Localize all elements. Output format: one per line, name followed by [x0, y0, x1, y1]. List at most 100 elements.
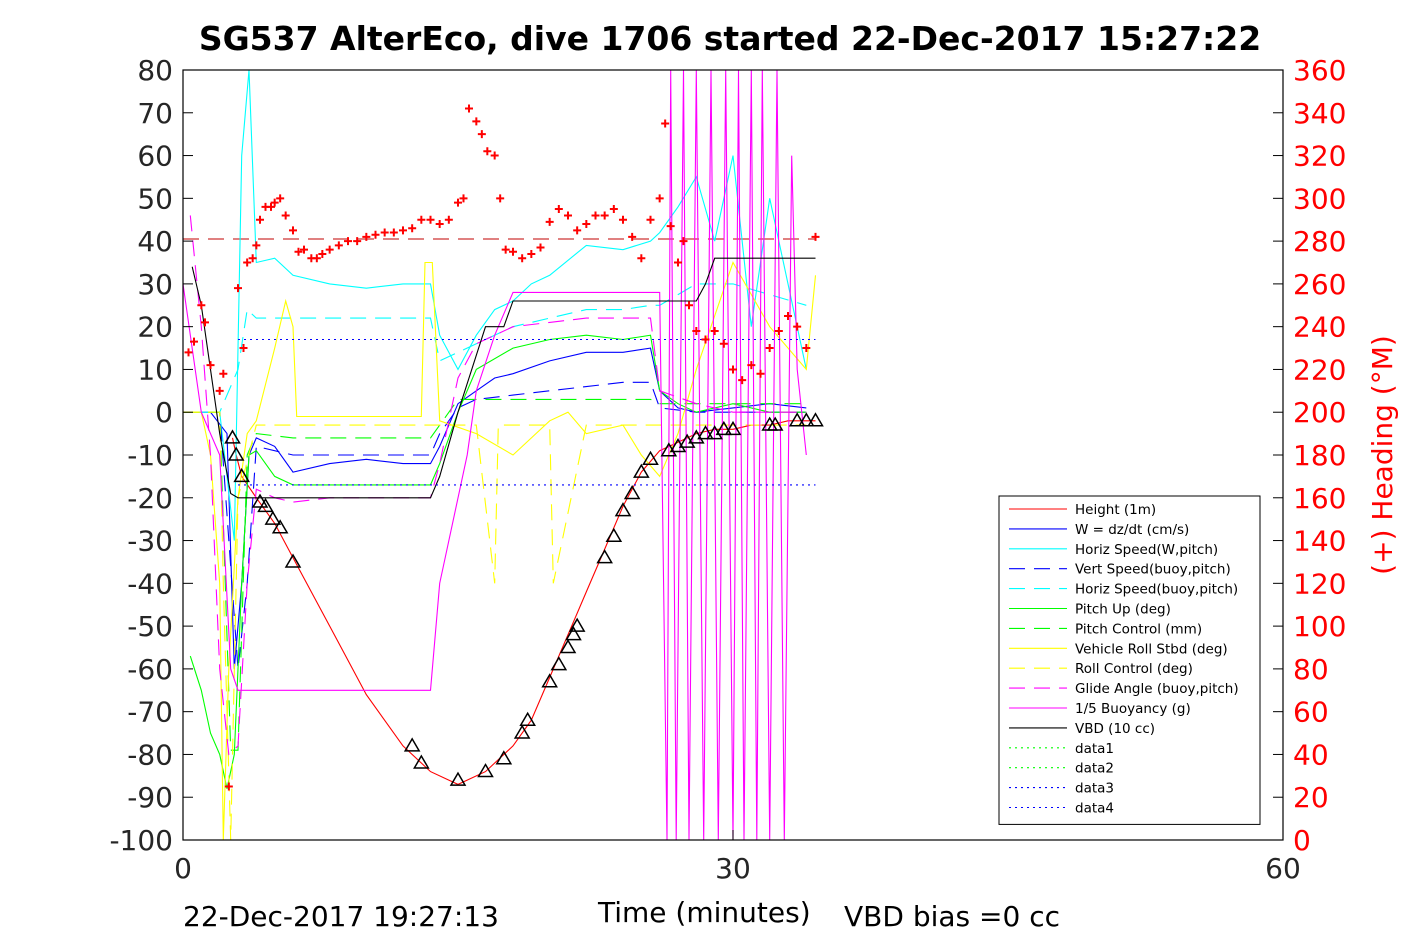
series-line-11 [183, 70, 807, 840]
heading-point [362, 232, 371, 241]
y2-tick-label: 340 [1293, 97, 1346, 130]
y-tick-label: -30 [127, 525, 173, 558]
heading-point [234, 284, 242, 293]
depth-marker [605, 527, 623, 543]
legend-label: Pitch Up (deg) [1075, 602, 1171, 618]
y-tick-label: -70 [127, 696, 173, 729]
depth-marker [257, 497, 274, 513]
heading-point [609, 205, 618, 214]
x-tick-label: 30 [715, 852, 751, 885]
heading-point [276, 194, 285, 203]
y2-tick-label: 300 [1293, 182, 1346, 215]
heading-point [527, 249, 536, 258]
heading-point [248, 254, 257, 263]
x-tick-label: 0 [174, 852, 192, 885]
depth-marker [798, 412, 815, 427]
y2-tick-label: 40 [1293, 738, 1329, 771]
depth-marker [633, 463, 650, 478]
heading-point [774, 326, 783, 335]
legend-label: data1 [1075, 741, 1114, 757]
heading-point [685, 301, 693, 310]
heading-point [692, 326, 701, 335]
heading-point [483, 147, 492, 156]
depth-marker [413, 754, 430, 769]
heading-point [518, 254, 527, 263]
legend-box [998, 495, 1261, 825]
depth-marker [264, 510, 282, 525]
heading-point [325, 245, 334, 254]
heading-point [353, 237, 362, 246]
depth-marker [614, 502, 632, 517]
y-tick-label: -90 [127, 781, 173, 814]
heading-point [719, 339, 728, 348]
heading-point [334, 241, 343, 250]
x-tick-label: 60 [1265, 852, 1301, 885]
marker-layer [184, 104, 824, 791]
heading-point [399, 226, 407, 235]
y2-tick-label: 240 [1293, 311, 1346, 344]
depth-marker [541, 673, 558, 688]
y2-tick-label: 20 [1293, 781, 1329, 814]
heading-point [219, 369, 228, 378]
legend: Height (1m) W = dz/dt (cm/s) Horiz Speed(W… [998, 495, 1261, 825]
heading-point [267, 202, 275, 211]
heading-point [509, 247, 517, 256]
heading-point [294, 247, 303, 256]
heading-point [619, 215, 627, 224]
heading-point [591, 211, 600, 220]
y2-tick-label: 220 [1293, 353, 1346, 386]
x-axis-label: Time (minutes) [597, 896, 811, 929]
depth-marker [449, 771, 467, 786]
legend-label: data4 [1075, 801, 1114, 817]
heading-point [784, 311, 792, 320]
heading-point [270, 198, 279, 207]
heading-point [747, 361, 756, 370]
heading-point [738, 376, 747, 385]
legend-label: Vert Speed(buoy,pitch) [1075, 562, 1231, 578]
depth-marker [233, 467, 250, 483]
heading-point [472, 117, 481, 126]
legend-label: VBD (10 cc) [1075, 721, 1155, 737]
series-line-4 [183, 381, 807, 669]
legend-label: data3 [1075, 781, 1114, 797]
y2-tick-label: 260 [1293, 268, 1346, 301]
y-tick-label: -60 [127, 653, 173, 686]
y-tick-label: 0 [155, 396, 173, 429]
depth-marker [642, 450, 659, 466]
heading-point [573, 226, 582, 235]
heading-point [239, 344, 248, 353]
y2-tick-label: 120 [1293, 567, 1346, 600]
heading-point [300, 245, 308, 254]
heading-point [811, 232, 820, 241]
y-tick-label: 40 [137, 225, 173, 258]
heading-point [666, 222, 675, 231]
legend-label: W = dz/dt (cm/s) [1075, 522, 1189, 538]
y2-tick-label: 140 [1293, 525, 1346, 558]
y2-tick-label: 60 [1293, 696, 1329, 729]
series-line-7 [183, 398, 807, 751]
depth-marker [477, 763, 494, 778]
heading-point [252, 241, 261, 250]
heading-point [371, 230, 380, 239]
depth-marker [227, 446, 245, 461]
heading-point [184, 348, 193, 357]
heading-point [536, 243, 545, 252]
depth-marker [715, 420, 733, 436]
y2-tick-label: 0 [1293, 824, 1311, 857]
heading-point [637, 254, 646, 263]
legend-label: Glide Angle (buoy,pitch) [1075, 681, 1239, 697]
heading-point [465, 104, 473, 113]
depth-marker [724, 420, 742, 436]
heading-point [701, 335, 710, 344]
y-tick-label: -10 [127, 439, 173, 472]
left-axis: 80 70 60 50 40 30 20 10 0 -10 -20 -30 -40 -50 -60 -70 -8… [109, 54, 193, 857]
depth-marker [623, 485, 641, 500]
y2-tick-label: 200 [1293, 396, 1346, 429]
depth-marker [565, 626, 582, 641]
heading-point [793, 322, 802, 331]
legend-label: Horiz Speed(W,pitch) [1075, 542, 1218, 558]
depth-marker [697, 425, 714, 440]
heading-point [501, 245, 510, 254]
y2-tick-label: 80 [1293, 653, 1329, 686]
heading-point [628, 232, 637, 241]
